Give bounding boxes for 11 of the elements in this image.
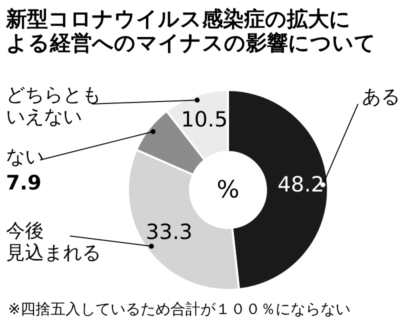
chart-title: 新型コロナウイルス感染症の拡大による経営へのマイナスの影響について [5,6,376,55]
data-label: 48.2 [278,172,324,197]
text: % [216,176,240,204]
text: ※四捨五入しているため合計が１００％にならない [8,300,351,318]
data-label: 33.3 [146,220,193,244]
slice-label: 今後見込まれる [6,220,101,264]
data-label: 7.9 [6,170,42,194]
data-label: 10.5 [180,108,228,132]
slice-label: ある [362,86,400,108]
slice-label: ない [6,146,44,168]
slice-label: どちらともいえない [6,84,101,128]
